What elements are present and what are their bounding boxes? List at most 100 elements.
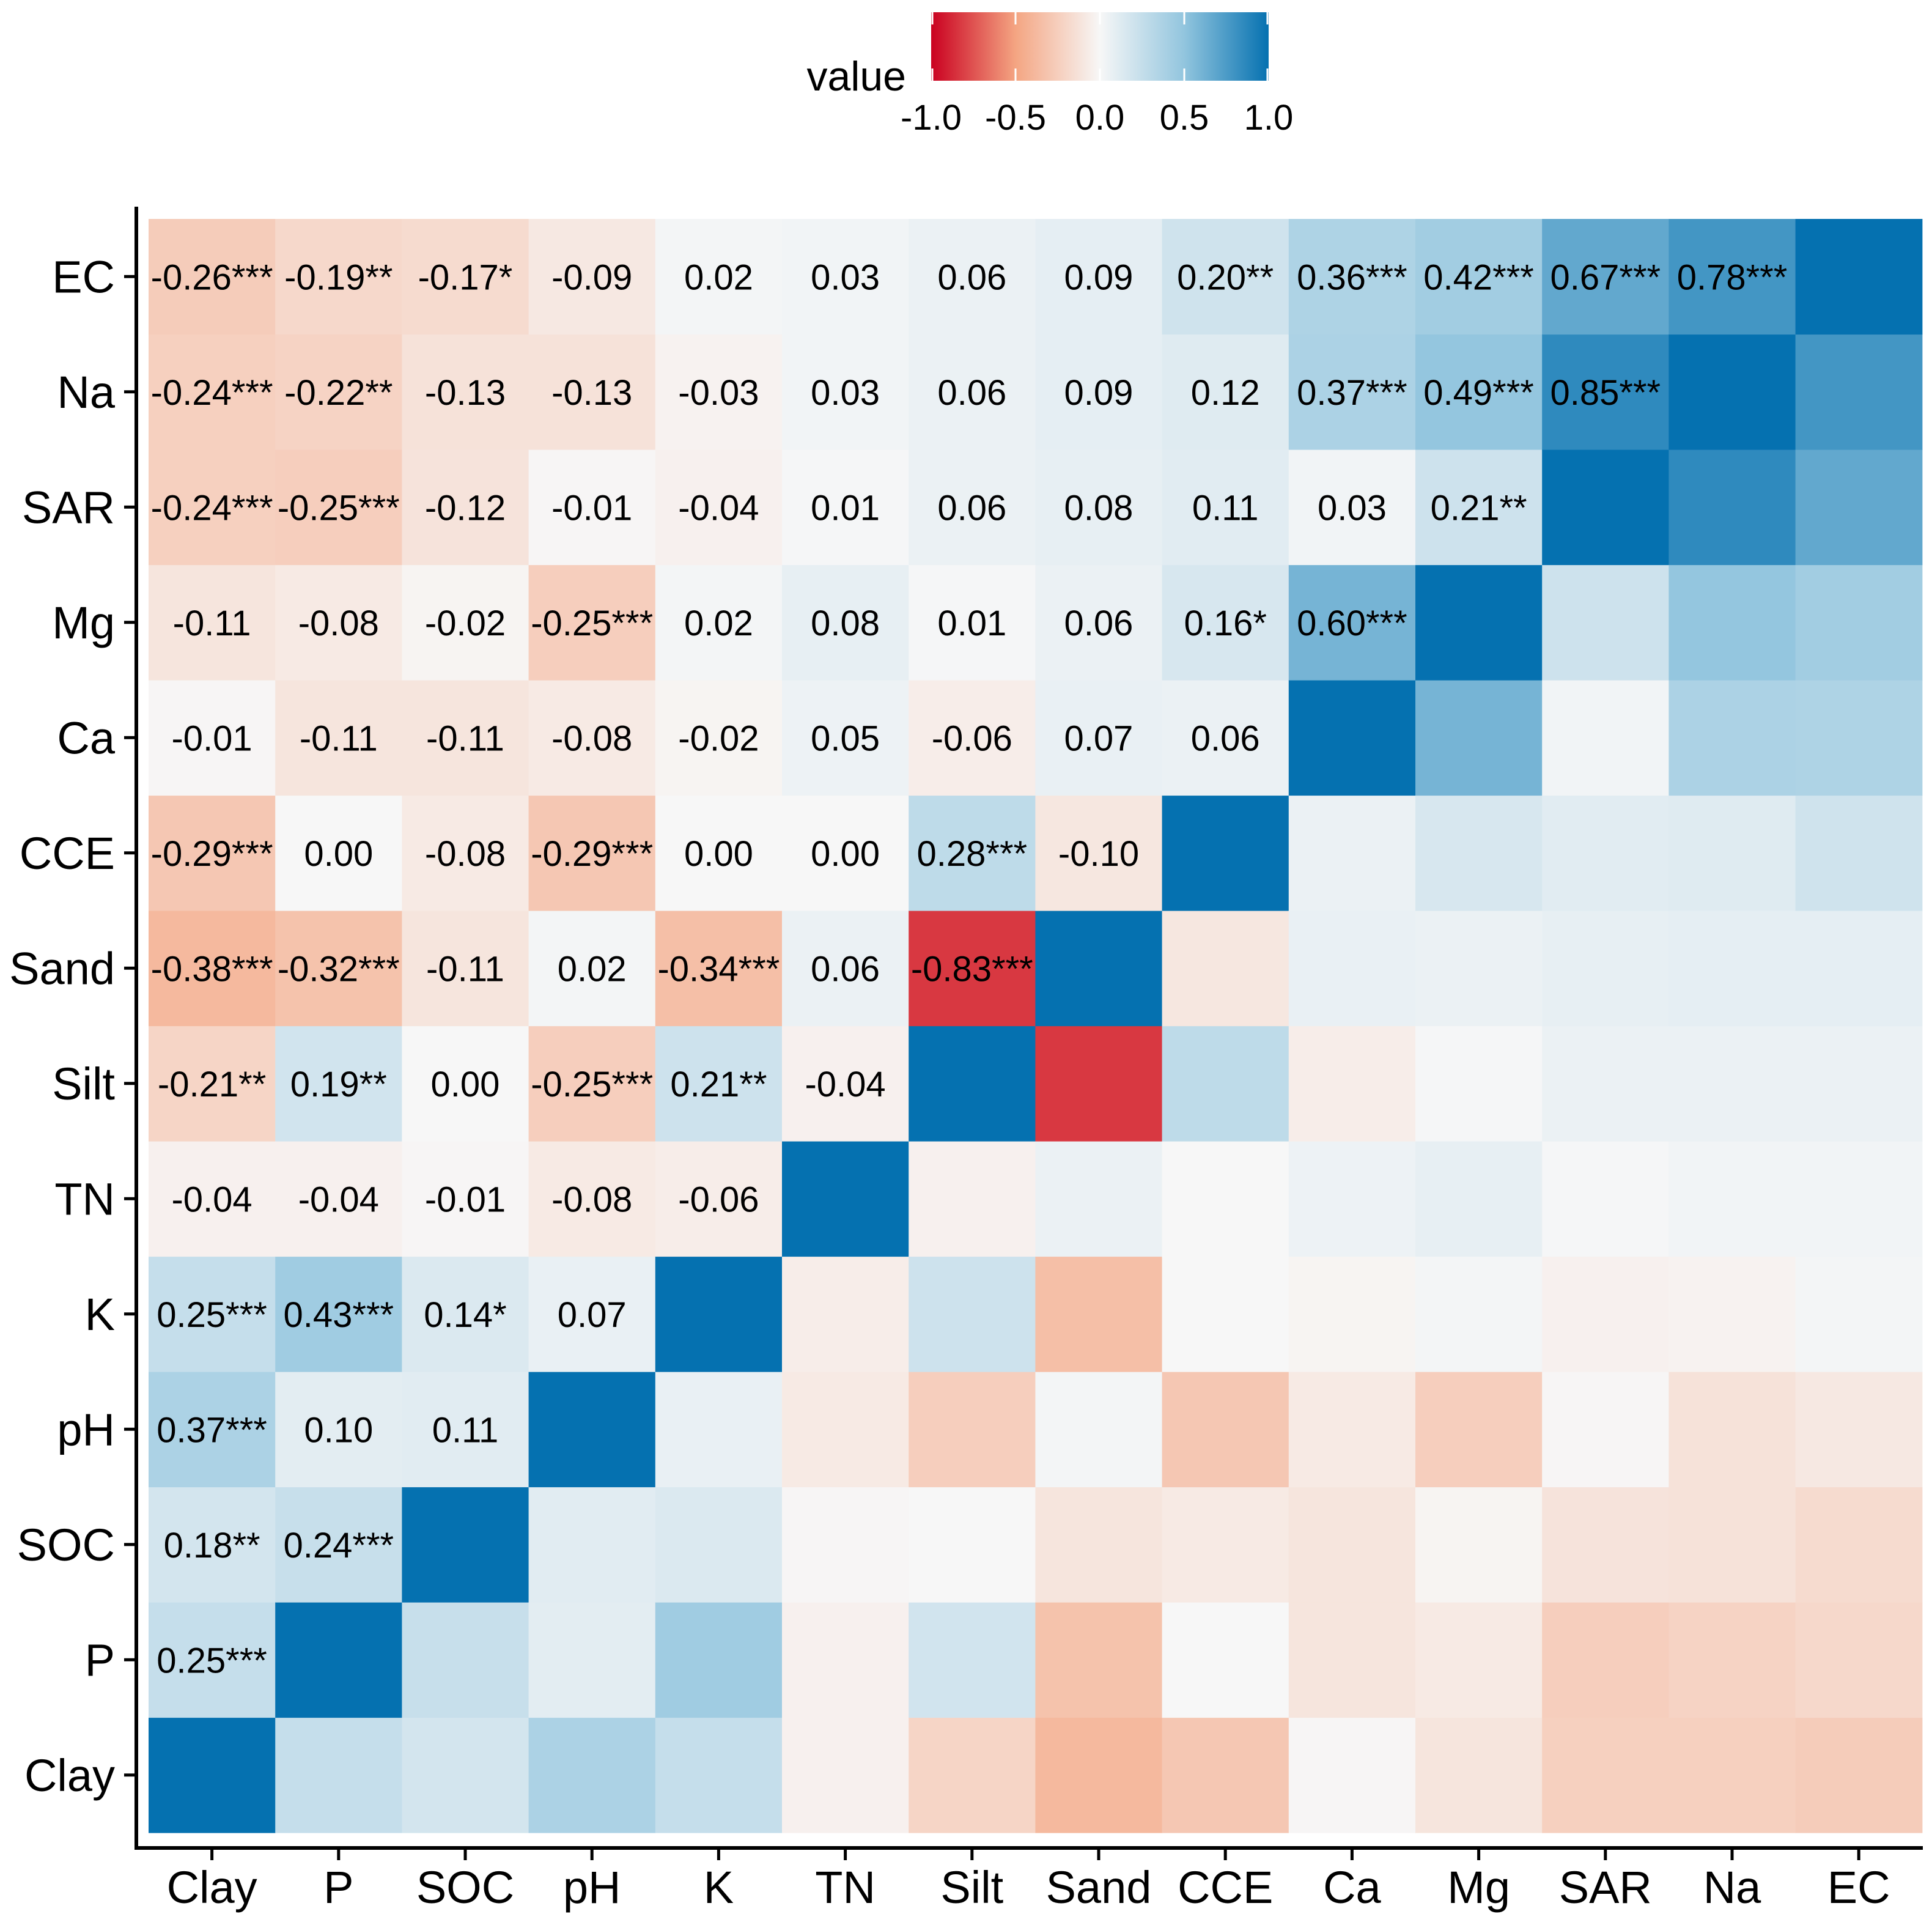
- heatmap-cell-p-mg: [275, 564, 402, 681]
- cell-label-clay-tn: -0.04: [171, 1180, 252, 1219]
- heatmap-cell-sar-mg: [1542, 564, 1669, 681]
- x-tick-label-silt: Silt: [940, 1862, 1003, 1913]
- x-tick-label-clay: Clay: [167, 1862, 257, 1913]
- cell-label-tn-sar: 0.01: [811, 488, 880, 528]
- heatmap-cell-sar-tn: [1542, 1141, 1669, 1257]
- heatmap-cell-silt-tn: [909, 1141, 1036, 1257]
- heatmap-cell-ph-ec: [528, 219, 656, 335]
- cell-label-p-ec: -0.19**: [284, 257, 393, 297]
- cell-label-clay-cce: -0.29***: [151, 834, 273, 874]
- heatmap-cell-ph-cce: [528, 795, 656, 911]
- cell-label-k-ca: -0.02: [678, 719, 759, 758]
- heatmap-cell-ec-k: [1795, 1256, 1923, 1372]
- heatmap-cell-tn-cce: [782, 795, 909, 911]
- cell-label-silt-sar: 0.06: [937, 488, 1006, 528]
- heatmap-cell-tn-clay: [782, 1717, 909, 1833]
- heatmap-cell-na-mg: [1668, 564, 1796, 681]
- heatmap-cell-tn-ec: [782, 219, 909, 335]
- heatmap-cell-clay-ph: [149, 1372, 276, 1488]
- cell-label-clay-ca: -0.01: [171, 719, 252, 758]
- heatmap-cell-k-ec: [655, 219, 783, 335]
- cell-label-sand-na: 0.09: [1064, 373, 1134, 413]
- heatmap-cell-ph-p: [528, 1602, 656, 1718]
- heatmap-cell-mg-ec: [1415, 219, 1543, 335]
- heatmap-cell-sand-sar: [1035, 449, 1163, 566]
- cell-label-k-tn: -0.06: [678, 1180, 759, 1219]
- heatmap-cell-p-sar: [275, 449, 402, 566]
- x-tick-label-ca: Ca: [1323, 1862, 1381, 1913]
- heatmap-cell-na-k: [1668, 1256, 1796, 1372]
- x-axis-ticks: Clay P SOC pH K TN Silt Sand CCE Ca Mg SAR Na EC: [167, 1848, 1890, 1913]
- cell-label-soc-k: 0.14*: [424, 1295, 506, 1335]
- cell-label-ph-tn: -0.08: [551, 1180, 632, 1219]
- heatmap-cell-mg-tn: [1415, 1141, 1543, 1257]
- heatmap-cell-ca-tn: [1288, 1141, 1416, 1257]
- y-tick-label-silt: Silt: [52, 1059, 115, 1109]
- heatmap-cell-ph-ca: [528, 680, 656, 796]
- heatmap-cell-soc-ec: [402, 219, 529, 335]
- heatmap-cell-ec-ph: [1795, 1372, 1923, 1488]
- x-tick-label-tn: TN: [815, 1862, 876, 1913]
- x-tick-label-ec: EC: [1827, 1862, 1890, 1913]
- cell-label-sand-ec: 0.09: [1064, 257, 1134, 297]
- heatmap-cell-na-p: [1668, 1602, 1796, 1718]
- cell-label-soc-cce: -0.08: [425, 834, 506, 874]
- heatmap-cell-ph-na: [528, 334, 656, 450]
- heatmap-cell-soc-cce: [402, 795, 529, 911]
- heatmap-cell-silt-k: [909, 1256, 1036, 1372]
- heatmap-cell-soc-silt: [402, 1025, 529, 1142]
- heatmap-cell-soc-tn: [402, 1141, 529, 1257]
- heatmap-cell-sar-ph: [1542, 1372, 1669, 1488]
- heatmap-cell-sand-ph: [1035, 1372, 1163, 1488]
- heatmap-cell-soc-sand: [402, 911, 529, 1027]
- x-tick-label-mg: Mg: [1447, 1862, 1510, 1913]
- cell-label-soc-na: -0.13: [425, 373, 506, 413]
- heatmap-cell-sand-na: [1035, 334, 1163, 450]
- cell-label-clay-ec: -0.26***: [151, 257, 273, 297]
- heatmap-cell-soc-clay: [402, 1717, 529, 1833]
- heatmap-cell-sand-sand: [1035, 911, 1163, 1027]
- heatmap-cell-k-cce: [655, 795, 783, 911]
- heatmap-cell-ca-na: [1288, 334, 1416, 450]
- heatmap-cell-cce-cce: [1162, 795, 1289, 911]
- heatmap-cell-cce-na: [1162, 334, 1289, 450]
- heatmap-cell-sand-silt: [1035, 1025, 1163, 1142]
- cell-label-silt-sand: -0.83***: [911, 949, 1033, 989]
- heatmap-cell-clay-ca: [149, 680, 276, 796]
- axes: Clay P SOC pH K TN Silt Sand CCE Ca Mg SAR Na EC EC Na…: [9, 207, 1923, 1913]
- heatmap-cell-silt-silt: [909, 1025, 1036, 1142]
- heatmap-cell-k-mg: [655, 564, 783, 681]
- cell-label-ph-mg: -0.25***: [531, 604, 653, 643]
- legend-ticks: -1.0 -0.5 0.0 0.5 1.0: [901, 12, 1293, 138]
- heatmap-cell-ec-ec: [1795, 219, 1923, 335]
- cell-label-p-cce: 0.00: [304, 834, 373, 874]
- heatmap-cell-ec-soc: [1795, 1487, 1923, 1603]
- heatmap-cell-clay-sand: [149, 911, 276, 1027]
- heatmap-cell-sand-soc: [1035, 1487, 1163, 1603]
- cell-label-tn-ec: 0.03: [811, 257, 880, 297]
- heatmap-cell-k-sar: [655, 449, 783, 566]
- heatmap-cell-sand-clay: [1035, 1717, 1163, 1833]
- cell-label-p-sar: -0.25***: [278, 488, 400, 528]
- heatmap-cell-cce-mg: [1162, 564, 1289, 681]
- heatmap-cell-ph-ph: [528, 1372, 656, 1488]
- heatmap-cell-na-ph: [1668, 1372, 1796, 1488]
- cell-label-soc-ca: -0.11: [426, 719, 504, 758]
- heatmap-cell-sand-mg: [1035, 564, 1163, 681]
- heatmap-cell-tn-p: [782, 1602, 909, 1718]
- heatmap-cell-mg-sand: [1415, 911, 1543, 1027]
- heatmap-cell-tn-soc: [782, 1487, 909, 1603]
- heatmap-cell-soc-ph: [402, 1372, 529, 1488]
- heatmap-cell-k-na: [655, 334, 783, 450]
- heatmap-cell-tn-na: [782, 334, 909, 450]
- cell-label-tn-silt: -0.04: [805, 1065, 885, 1104]
- cell-label-k-sar: -0.04: [678, 488, 759, 528]
- heatmap-cell-clay-k: [149, 1256, 276, 1372]
- y-tick-label-k: K: [85, 1289, 115, 1340]
- heatmap-cell-soc-mg: [402, 564, 529, 681]
- cell-label-sand-mg: 0.06: [1064, 604, 1134, 643]
- cell-label-k-silt: 0.21**: [670, 1065, 767, 1104]
- heatmap-cell-ca-cce: [1288, 795, 1416, 911]
- heatmap-cell-p-sand: [275, 911, 402, 1027]
